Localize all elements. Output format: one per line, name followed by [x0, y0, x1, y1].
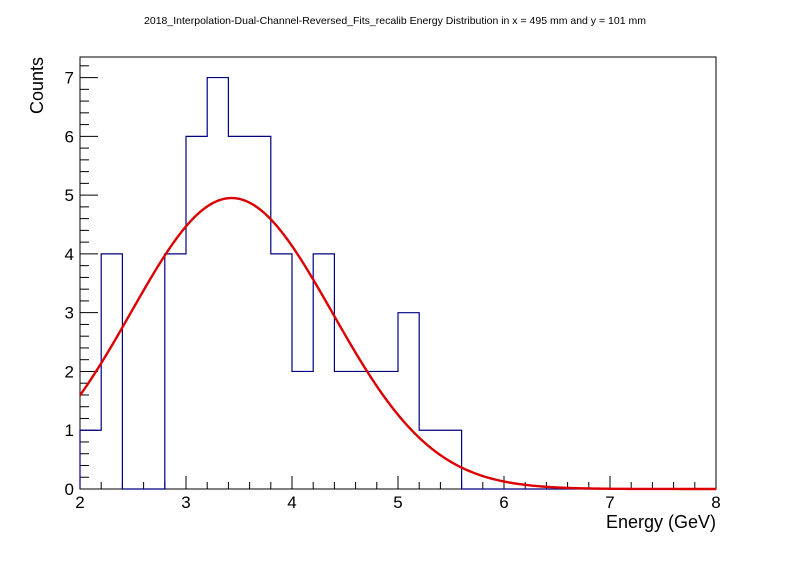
x-tick-label: 8	[711, 493, 720, 512]
x-axis-title: Energy (GeV)	[606, 512, 716, 532]
x-tick-label: 7	[605, 493, 614, 512]
y-tick-label: 2	[65, 362, 74, 381]
plot-frame	[79, 56, 717, 490]
y-tick-label: 4	[65, 245, 74, 264]
x-tick-label: 6	[499, 493, 508, 512]
y-tick-label: 3	[65, 304, 74, 323]
chart-title: 2018_Interpolation-Dual-Channel-Reversed…	[144, 15, 646, 27]
y-axis-title: Counts	[27, 57, 47, 114]
histogram-line	[79, 76, 716, 490]
x-tick-label: 3	[181, 493, 190, 512]
y-tick-label: 0	[65, 480, 74, 499]
x-tick-label: 4	[287, 493, 296, 512]
axis-ticks	[79, 65, 717, 490]
axis-tick-labels: 2 3 4 5 6 7 8 0 1 2 3 4 5 6 7	[65, 69, 721, 512]
y-tick-label: 5	[65, 186, 74, 205]
x-tick-label: 5	[393, 493, 402, 512]
y-tick-label: 6	[65, 127, 74, 146]
y-tick-label: 7	[65, 69, 74, 88]
x-tick-label: 2	[75, 493, 84, 512]
gaussian-fit-curve	[79, 196, 716, 491]
y-tick-label: 1	[65, 421, 74, 440]
